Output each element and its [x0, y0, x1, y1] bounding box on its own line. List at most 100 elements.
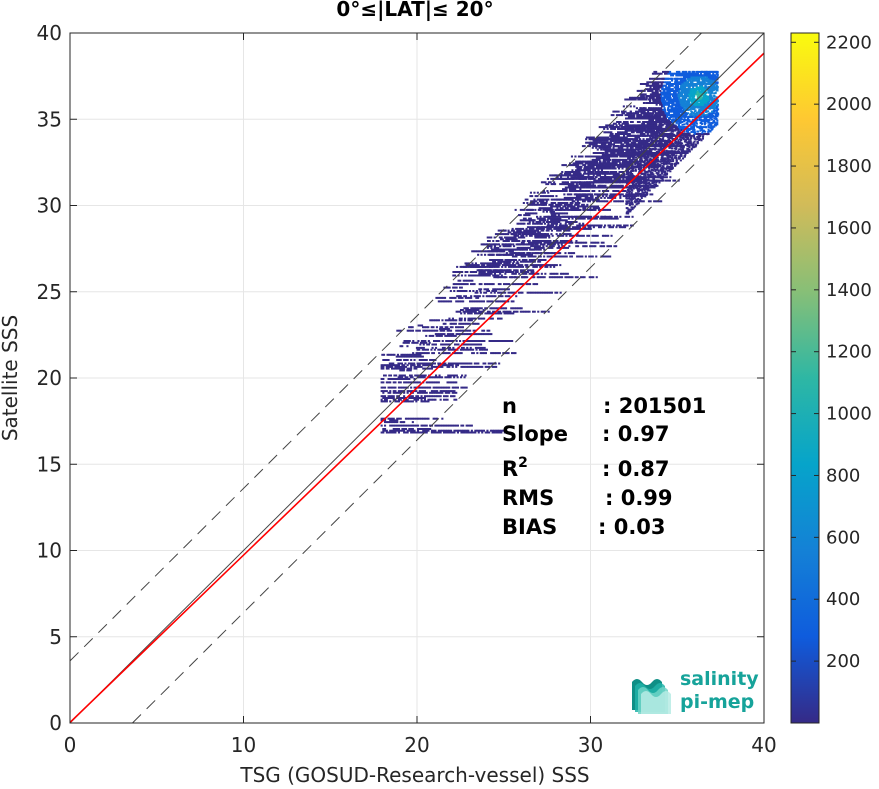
heat-cell — [547, 233, 550, 236]
heat-cell — [418, 386, 421, 389]
heat-cell — [618, 200, 621, 203]
heat-cell — [537, 234, 540, 237]
heat-cell — [454, 334, 457, 337]
heat-cell — [488, 240, 491, 242]
heat-cell — [565, 207, 568, 210]
heat-cell — [493, 260, 496, 263]
heat-cell — [595, 172, 598, 175]
heat-cell — [453, 424, 456, 427]
heat-cell — [417, 365, 420, 368]
heat-cell — [493, 365, 496, 368]
heat-cell — [495, 431, 498, 434]
heat-cell — [509, 431, 512, 434]
heat-cell — [579, 241, 582, 244]
heat-cell — [585, 177, 588, 180]
heat-cell — [591, 205, 594, 208]
heat-cell — [470, 319, 473, 322]
heat-cell — [568, 171, 571, 173]
heat-cell — [573, 193, 576, 196]
heat-cell — [382, 367, 385, 370]
heat-cell — [511, 307, 514, 310]
heat-cell — [497, 352, 500, 355]
heat-cell — [580, 205, 583, 208]
heat-cell — [584, 176, 587, 179]
heat-cell — [571, 184, 574, 187]
heat-cell — [578, 222, 581, 225]
heat-cell — [549, 227, 552, 230]
heat-cell — [387, 431, 390, 434]
heat-cell — [669, 176, 672, 179]
heat-cell — [570, 255, 573, 258]
heat-cell — [467, 319, 470, 322]
heat-cell — [403, 365, 406, 368]
heat-cell — [581, 234, 584, 237]
heat-cell — [609, 134, 612, 137]
heat-cell — [617, 176, 620, 179]
heat-cell — [400, 362, 403, 365]
heat-cell — [598, 158, 601, 161]
heat-cell — [572, 172, 575, 175]
heat-cell — [613, 245, 616, 248]
heat-cell — [542, 219, 545, 222]
heat-cell — [483, 333, 486, 336]
heat-cell — [574, 177, 577, 180]
heat-cell — [450, 340, 453, 342]
heat-cell — [401, 397, 404, 399]
heat-cell — [522, 227, 525, 230]
heat-cell — [526, 202, 529, 204]
heat-cell — [463, 362, 466, 365]
heat-cell — [573, 186, 576, 189]
heat-cell — [533, 219, 536, 222]
heat-cell — [394, 364, 397, 367]
heat-cell — [542, 210, 545, 213]
heat-cell — [492, 248, 495, 251]
heat-cell — [611, 148, 614, 151]
heat-cell — [568, 186, 571, 189]
heat-cell — [486, 246, 489, 249]
heat-cell — [391, 386, 394, 389]
heat-cell — [535, 226, 538, 229]
heat-cell — [444, 326, 447, 329]
heat-cell — [420, 355, 423, 358]
heat-cell — [481, 429, 484, 432]
heat-cell — [618, 138, 621, 141]
heat-cell — [474, 310, 477, 313]
heat-cell — [406, 400, 409, 403]
heat-cell — [410, 397, 413, 399]
heat-cell — [469, 300, 472, 303]
heat-cell — [542, 181, 545, 184]
heat-cell — [581, 203, 584, 206]
heat-cell — [467, 365, 470, 368]
heat-cell — [530, 219, 533, 222]
heat-cell — [624, 162, 627, 165]
heat-cell — [578, 202, 581, 204]
heat-cell — [499, 229, 502, 232]
heat-cell — [399, 376, 402, 379]
heat-cell — [616, 174, 619, 177]
heat-cell — [546, 177, 549, 180]
heat-cell — [604, 165, 607, 168]
heat-cell — [620, 176, 623, 179]
heat-cell — [512, 243, 515, 246]
heat-cell — [592, 155, 595, 158]
heat-cell — [524, 276, 527, 279]
heat-cell — [428, 341, 431, 344]
heat-cell — [588, 143, 591, 146]
heat-cell — [481, 352, 484, 355]
heat-cell — [591, 181, 594, 184]
heat-cell — [546, 234, 549, 237]
heat-cell — [547, 291, 550, 294]
heat-cell — [401, 428, 404, 430]
heat-cell — [635, 193, 638, 196]
heat-cell — [608, 245, 611, 248]
heat-cell — [418, 417, 421, 420]
heat-cell — [401, 386, 404, 389]
heat-cell — [507, 291, 510, 294]
heat-cell — [515, 238, 518, 241]
heat-cell — [436, 390, 439, 393]
heat-cell — [380, 381, 383, 384]
heat-cell — [436, 431, 439, 434]
heat-cell — [513, 283, 516, 286]
heat-cell — [602, 138, 605, 141]
heat-cell — [575, 207, 578, 210]
